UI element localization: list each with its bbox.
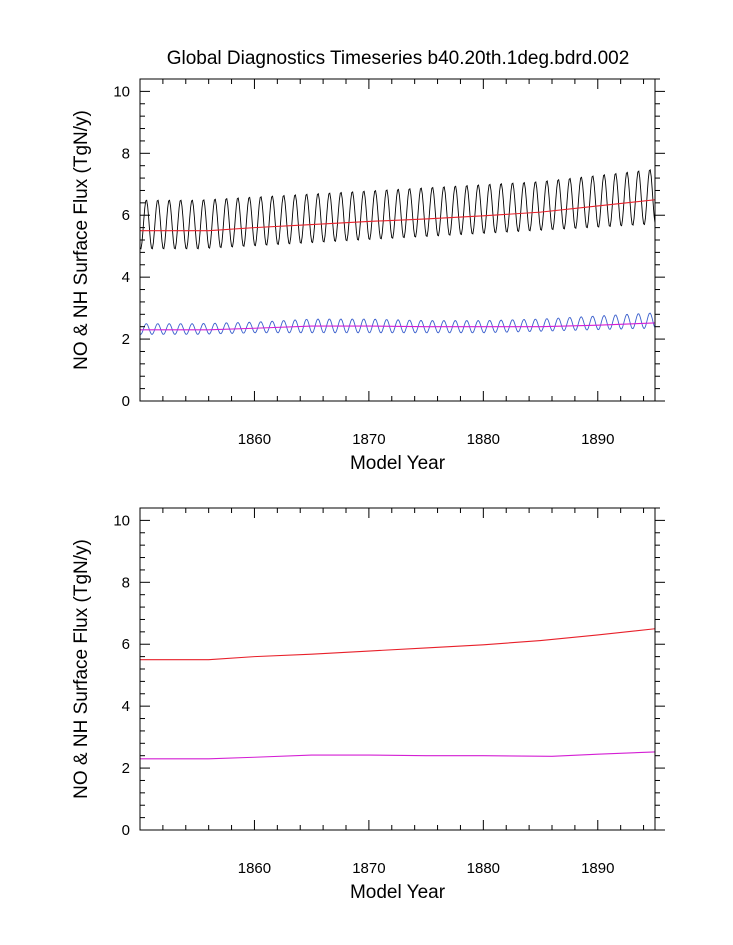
y-tick-label: 10 (113, 83, 130, 100)
x-tick-label: 1890 (581, 431, 614, 448)
y-tick-label: 0 (122, 393, 130, 410)
top-chart-panel: 1860 1870 1880 1890 0 2 4 6 8 10 Model Year NO & … (71, 78, 665, 474)
bottom-chart-panel: 1860 1870 1880 1890 0 2 4 6 8 10 Model Year NO & … (71, 507, 665, 903)
y-tick-label: 8 (122, 574, 130, 591)
y-tick-label: 10 (113, 512, 130, 529)
y-tick-label: 2 (122, 760, 130, 777)
top-y-axis-label: NO & NH Surface Flux (TgN/y) (71, 110, 92, 370)
series-line-nh-surface-flux-monthly (139, 312, 656, 335)
top-plot-frame (139, 78, 656, 402)
x-tick-label: 1880 (467, 431, 500, 448)
bottom-plot-frame (139, 507, 656, 831)
x-tick-label: 1880 (467, 860, 500, 877)
x-tick-label: 1860 (238, 860, 271, 877)
y-tick-label: 0 (122, 822, 130, 839)
series-line-nh-annual-mean (140, 751, 656, 760)
bottom-x-axis-label: Model Year (350, 882, 446, 903)
x-tick-label: 1860 (238, 431, 271, 448)
y-tick-label: 8 (122, 145, 130, 162)
series-line-nh-annual-mean (140, 322, 656, 331)
x-tick-label: 1870 (352, 860, 385, 877)
y-tick-label: 6 (122, 636, 130, 653)
x-tick-label: 1890 (581, 860, 614, 877)
series-line-no-annual-mean (140, 628, 656, 661)
series-line-no-surface-flux-monthly (139, 169, 656, 250)
top-x-axis-label: Model Year (350, 453, 446, 474)
series-line-no-annual-mean (140, 199, 656, 232)
y-tick-label: 2 (122, 331, 130, 348)
bottom-y-axis-label: NO & NH Surface Flux (TgN/y) (71, 539, 92, 799)
y-tick-label: 6 (122, 207, 130, 224)
x-tick-label: 1870 (352, 431, 385, 448)
y-tick-label: 4 (122, 269, 130, 286)
y-tick-label: 4 (122, 698, 130, 715)
chart-title: Global Diagnostics Timeseries b40.20th.1… (167, 48, 630, 69)
